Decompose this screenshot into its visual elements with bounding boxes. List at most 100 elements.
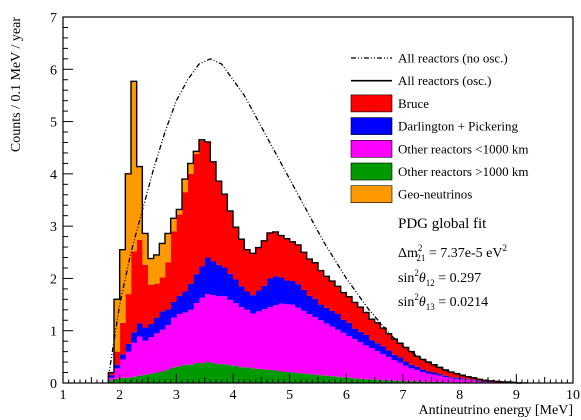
legend-label: All reactors (osc.) [398, 73, 492, 88]
bar-bruce [278, 235, 285, 278]
y-tick-label: 7 [50, 11, 57, 26]
bar-bruce [221, 194, 228, 268]
bar-geo-neutrinos [193, 151, 200, 154]
bar-other-reactors-1000-km [459, 379, 466, 383]
x-tick-label: 10 [566, 388, 580, 403]
bar-other-reactors-1000-km [261, 369, 268, 383]
bar-other-reactors-1000-km [397, 362, 404, 381]
bar-darlington-pickering [471, 379, 478, 381]
bar-other-reactors-1000-km [289, 372, 296, 383]
bar-other-reactors-1000-km [346, 335, 353, 378]
bar-other-reactors-1000-km [329, 376, 336, 383]
y-tick-label: 6 [50, 63, 57, 78]
bar-other-reactors-1000-km [386, 380, 393, 383]
bar-geo-neutrinos [119, 249, 126, 323]
bar-other-reactors-1000-km [414, 369, 421, 382]
bar-other-reactors-1000-km [357, 378, 364, 383]
y-tick-label: 0 [50, 377, 57, 392]
bar-darlington-pickering [397, 357, 404, 363]
bar-other-reactors-1000-km [255, 368, 262, 383]
bar-bruce [227, 210, 234, 274]
bar-darlington-pickering [119, 354, 126, 360]
bar-darlington-pickering [221, 267, 228, 297]
bar-darlington-pickering [448, 377, 455, 379]
bar-other-reactors-1000-km [170, 317, 177, 368]
bar-bruce [363, 312, 370, 335]
bar-other-reactors-1000-km [255, 311, 262, 369]
x-tick-label: 2 [116, 388, 123, 403]
bar-other-reactors-1000-km [312, 374, 319, 383]
bar-bruce [408, 351, 415, 365]
bar-other-reactors-1000-km [408, 368, 415, 382]
bar-other-reactors-1000-km [295, 307, 302, 374]
bar-geo-neutrinos [176, 209, 183, 215]
fit-title: PDG global fit [398, 216, 487, 232]
bar-bruce [420, 359, 427, 370]
bar-other-reactors-1000-km [284, 372, 291, 383]
bar-bruce [148, 284, 155, 324]
bar-darlington-pickering [295, 284, 302, 308]
bar-other-reactors-1000-km [131, 376, 138, 383]
bar-other-reactors-1000-km [119, 359, 126, 378]
bar-bruce [244, 249, 251, 292]
bar-other-reactors-1000-km [391, 359, 398, 381]
bar-other-reactors-1000-km [380, 354, 387, 381]
bar-other-reactors-1000-km [233, 303, 240, 366]
bar-darlington-pickering [187, 283, 194, 310]
bar-other-reactors-1000-km [357, 342, 364, 379]
bar-other-reactors-1000-km [261, 309, 268, 370]
bar-bruce [476, 379, 483, 381]
bar-darlington-pickering [182, 291, 189, 313]
bar-other-reactors-1000-km [221, 364, 228, 383]
bar-geo-neutrinos [131, 81, 138, 252]
bar-bruce [193, 153, 200, 275]
bar-darlington-pickering [465, 379, 472, 380]
legend-swatch [350, 94, 393, 113]
bar-bruce [165, 262, 172, 310]
bar-bruce [216, 181, 223, 265]
bar-other-reactors-1000-km [221, 296, 228, 365]
y-tick-label: 4 [50, 168, 57, 183]
bar-other-reactors-1000-km [431, 374, 438, 382]
y-tick-label: 1 [50, 325, 57, 340]
bar-bruce [255, 247, 262, 291]
bar-other-reactors-1000-km [278, 371, 285, 383]
legend-swatch [350, 162, 393, 181]
bar-other-reactors-1000-km [136, 336, 143, 376]
bar-bruce [312, 262, 319, 299]
bar-other-reactors-1000-km [471, 380, 478, 383]
bar-other-reactors-1000-km [233, 365, 240, 383]
bar-bruce [153, 283, 160, 318]
bar-darlington-pickering [210, 261, 217, 296]
bar-bruce [176, 214, 183, 296]
bar-darlington-pickering [442, 375, 449, 378]
bar-other-reactors-1000-km [414, 381, 421, 383]
bar-other-reactors-1000-km [114, 368, 121, 379]
bar-other-reactors-1000-km [176, 366, 183, 383]
bar-other-reactors-1000-km [403, 365, 410, 382]
bar-bruce [465, 376, 472, 380]
bar-other-reactors-1000-km [272, 305, 279, 371]
bar-other-reactors-1000-km [363, 345, 370, 380]
bar-bruce [397, 343, 404, 358]
fit-sin12: sin2θ12 = 0.297 [398, 268, 481, 288]
x-tick-label: 4 [230, 388, 237, 403]
bar-other-reactors-1000-km [159, 371, 166, 383]
bar-darlington-pickering [278, 277, 285, 304]
bar-other-reactors-1000-km [165, 369, 172, 383]
bar-other-reactors-1000-km [204, 294, 211, 363]
x-tick-label: 1 [60, 388, 67, 403]
bar-darlington-pickering [318, 304, 325, 321]
bar-darlington-pickering [142, 327, 149, 341]
bar-other-reactors-1000-km [148, 336, 155, 374]
bar-darlington-pickering [437, 374, 444, 376]
bar-geo-neutrinos [148, 258, 155, 285]
bar-geo-neutrinos [159, 243, 166, 278]
bar-other-reactors-1000-km [425, 373, 432, 382]
x-tick-label: 6 [343, 388, 350, 403]
bar-darlington-pickering [312, 298, 319, 318]
bar-darlington-pickering [374, 343, 381, 352]
bar-other-reactors-1000-km [318, 375, 325, 383]
bar-darlington-pickering [159, 311, 166, 330]
